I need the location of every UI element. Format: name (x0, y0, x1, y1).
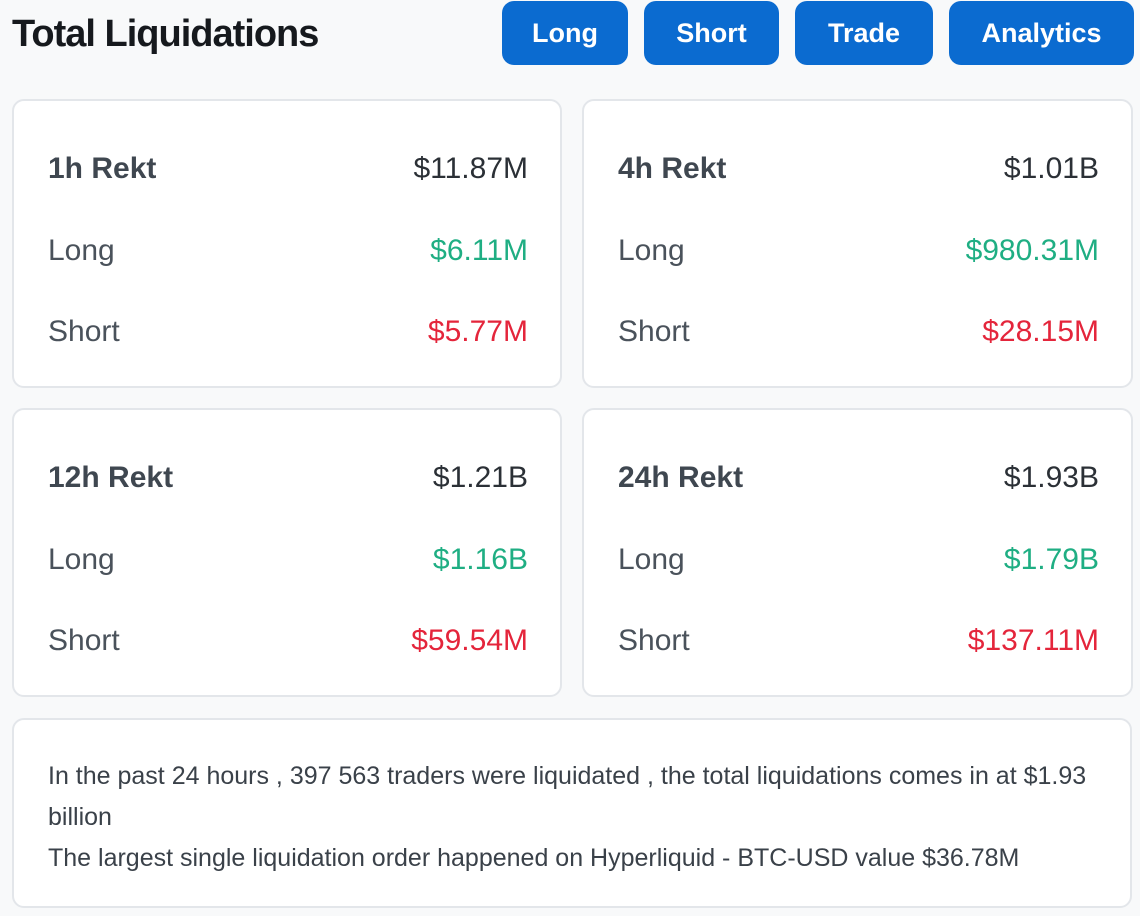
card-header-row: 12h Rekt $1.21B (48, 458, 528, 498)
page-title: Total Liquidations (12, 13, 319, 55)
card-total-value: $1.93B (1003, 461, 1099, 494)
short-value: $137.11M (967, 624, 1099, 657)
card-total-value: $1.01B (1003, 152, 1099, 185)
liquidation-summary: In the past 24 hours , 397 563 traders w… (12, 718, 1132, 908)
long-label: Long (618, 234, 685, 267)
tab-long[interactable]: Long (502, 1, 628, 65)
header: Total Liquidations Long Short Trade Anal… (0, 0, 1140, 68)
long-value: $1.79B (1003, 543, 1099, 576)
card-4h-rekt: 4h Rekt $1.01B Long $980.31M Short $28.1… (582, 99, 1133, 388)
card-total-value: $1.21B (432, 461, 528, 494)
tab-trade[interactable]: Trade (795, 1, 933, 65)
tab-analytics[interactable]: Analytics (949, 1, 1134, 65)
long-row: Long $6.11M (48, 231, 528, 271)
short-value: $59.54M (411, 624, 528, 657)
short-label: Short (48, 624, 120, 657)
long-row: Long $1.79B (618, 540, 1099, 580)
long-label: Long (48, 543, 115, 576)
short-value: $5.77M (427, 315, 528, 348)
card-total-value: $11.87M (413, 152, 528, 185)
summary-total-text: In the past 24 hours , 397 563 traders w… (48, 762, 1087, 831)
long-row: Long $980.31M (618, 231, 1099, 271)
card-24h-rekt: 24h Rekt $1.93B Long $1.79B Short $137.1… (582, 408, 1133, 697)
long-label: Long (618, 543, 685, 576)
short-label: Short (48, 315, 120, 348)
short-label: Short (618, 315, 690, 348)
long-label: Long (48, 234, 115, 267)
card-title: 4h Rekt (618, 152, 727, 185)
card-1h-rekt: 1h Rekt $11.87M Long $6.11M Short $5.77M (12, 99, 562, 388)
card-header-row: 4h Rekt $1.01B (618, 149, 1099, 189)
long-value: $1.16B (432, 543, 528, 576)
short-row: Short $137.11M (618, 621, 1099, 661)
card-title: 24h Rekt (618, 461, 744, 494)
card-header-row: 24h Rekt $1.93B (618, 458, 1099, 498)
short-row: Short $5.77M (48, 312, 528, 352)
short-row: Short $59.54M (48, 621, 528, 661)
short-row: Short $28.15M (618, 312, 1099, 352)
card-title: 1h Rekt (48, 152, 157, 185)
long-value: $6.11M (430, 234, 528, 267)
card-header-row: 1h Rekt $11.87M (48, 149, 528, 189)
short-value: $28.15M (982, 315, 1099, 348)
short-label: Short (618, 624, 690, 657)
long-value: $980.31M (965, 234, 1099, 267)
card-12h-rekt: 12h Rekt $1.21B Long $1.16B Short $59.54… (12, 408, 562, 697)
long-row: Long $1.16B (48, 540, 528, 580)
card-title: 12h Rekt (48, 461, 174, 494)
summary-largest-order-text: The largest single liquidation order hap… (48, 844, 1020, 872)
tab-short[interactable]: Short (644, 1, 779, 65)
